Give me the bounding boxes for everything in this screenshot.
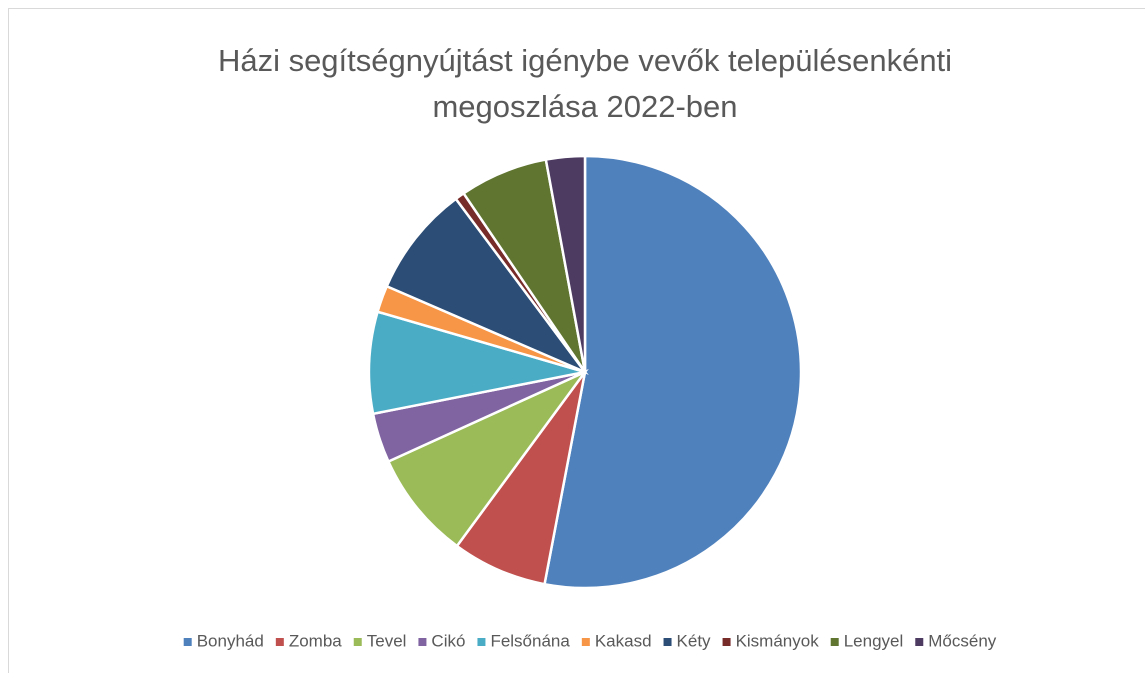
legend-marker [418,638,427,646]
legend-marker [477,638,486,646]
legend-label: Lengyel [844,631,904,650]
legend-label: Mőcsény [928,631,997,650]
pie [367,154,803,590]
legend-marker [915,638,924,646]
legend-marker [275,638,284,646]
pie-slice [386,368,589,548]
legend-label: Zomba [289,631,342,650]
legend-label: Bonyhád [197,631,264,650]
legend-label: Kéty [677,631,712,650]
legend-label: Kismányok [736,631,820,650]
pie-slice [385,197,589,376]
legend: Bonyhád Zomba Tevel Cikó Felsőnána Kakasd Kéty… [183,631,997,650]
legend-label: Cikó [431,631,465,650]
pie-slice [544,154,587,373]
pie-slice [543,154,803,590]
pie-slice [367,310,586,416]
legend-marker [183,638,192,646]
legend-label: Kakasd [595,631,652,650]
legend-label: Tevel [367,631,407,650]
legend-marker [581,638,590,646]
chart-title: Házi segítségnyújtást igénybe vevők tele… [217,43,953,124]
legend-label: Felsőnána [490,631,570,650]
legend-marker [353,638,362,646]
legend-marker [663,638,672,646]
legend-marker [722,638,731,646]
legend-marker [830,638,839,646]
chart-frame [8,8,1145,673]
